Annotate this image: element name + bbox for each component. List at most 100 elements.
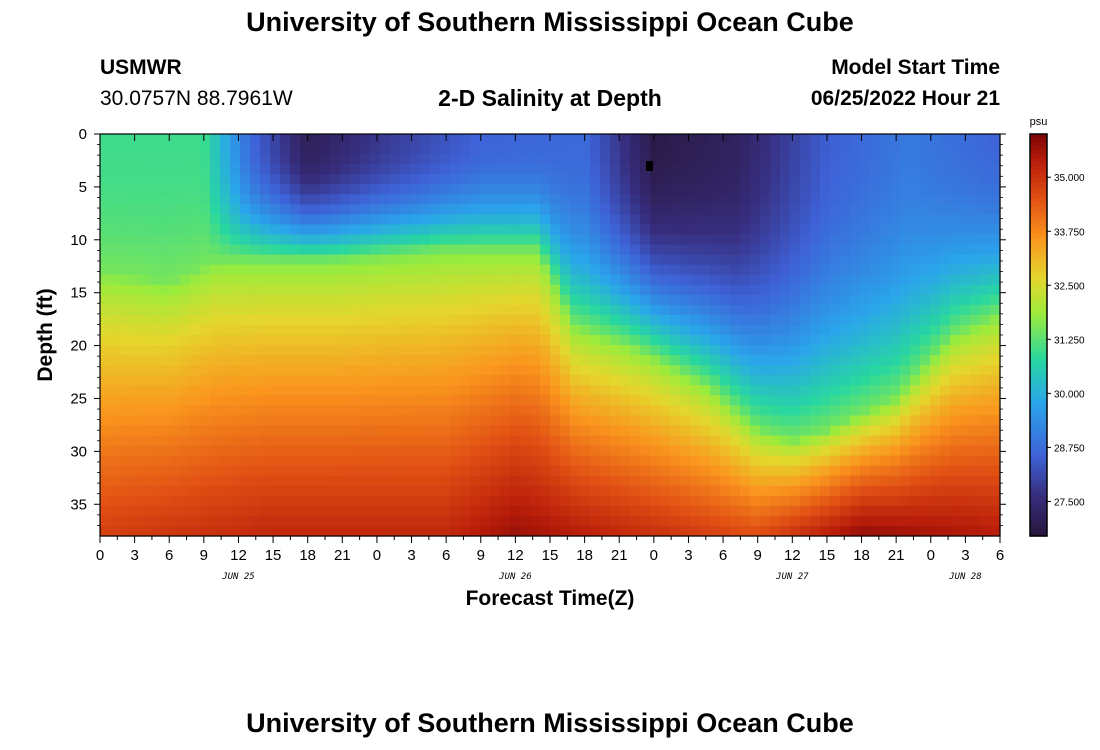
heatmap-cell xyxy=(740,154,751,165)
heatmap-cell xyxy=(630,455,641,467)
heatmap-cell xyxy=(390,515,401,527)
heatmap-cell xyxy=(460,395,471,406)
heatmap-cell xyxy=(180,204,191,215)
heatmap-cell xyxy=(590,314,601,326)
heatmap-cell xyxy=(600,184,611,195)
heatmap-cell xyxy=(550,335,561,346)
heatmap-cell xyxy=(510,184,521,195)
heatmap-cell xyxy=(500,164,511,175)
colorbar-swatch xyxy=(1030,375,1047,380)
heatmap-cell xyxy=(600,304,611,316)
heatmap-cell xyxy=(220,455,231,467)
heatmap-cell xyxy=(830,485,841,497)
colorbar-swatch xyxy=(1030,226,1047,232)
heatmap-cell xyxy=(420,304,431,316)
heatmap-cell xyxy=(530,324,541,336)
heatmap-cell xyxy=(370,134,381,145)
heatmap-cell xyxy=(300,314,311,326)
heatmap-cell xyxy=(530,234,541,246)
heatmap-cell xyxy=(940,485,951,497)
heatmap-cell xyxy=(230,284,241,296)
heatmap-cell xyxy=(720,314,731,326)
heatmap-cell xyxy=(460,174,471,185)
heatmap-cell xyxy=(880,314,891,326)
heatmap-cell xyxy=(350,385,361,396)
heatmap-cell xyxy=(690,345,701,356)
heatmap-cell xyxy=(180,244,191,256)
heatmap-cell xyxy=(600,335,611,346)
heatmap-cell xyxy=(150,184,161,195)
heatmap-cell xyxy=(220,274,231,286)
heatmap-cell xyxy=(230,395,241,406)
heatmap-cell xyxy=(990,214,1001,226)
heatmap-cell xyxy=(390,355,401,366)
heatmap-cell xyxy=(760,314,771,326)
heatmap-cell xyxy=(510,455,521,467)
heatmap-cell xyxy=(350,284,361,296)
heatmap-cell xyxy=(290,375,301,386)
heatmap-cell xyxy=(950,324,961,336)
heatmap-cell xyxy=(220,134,231,145)
heatmap-cell xyxy=(200,415,211,427)
heatmap-cell xyxy=(610,224,621,236)
heatmap-cell xyxy=(190,314,201,326)
heatmap-cell xyxy=(160,465,171,477)
heatmap-cell xyxy=(410,445,421,457)
heatmap-cell xyxy=(220,395,231,406)
heatmap-cell xyxy=(320,385,331,396)
colorbar-swatch xyxy=(1030,322,1047,328)
heatmap-cell xyxy=(970,214,981,226)
heatmap-cell xyxy=(560,445,571,457)
heatmap-cell xyxy=(430,264,441,276)
heatmap-cell xyxy=(800,184,811,195)
heatmap-cell xyxy=(410,164,421,175)
heatmap-cell xyxy=(690,435,701,447)
heatmap-cell xyxy=(800,355,811,366)
heatmap-cell xyxy=(380,294,391,306)
heatmap-cell xyxy=(200,355,211,366)
heatmap-cell xyxy=(540,385,551,396)
heatmap-cell xyxy=(270,264,281,276)
heatmap-cell xyxy=(580,184,591,195)
heatmap-cell xyxy=(960,495,971,507)
heatmap-cell xyxy=(720,214,731,226)
heatmap-cell xyxy=(150,525,161,537)
heatmap-cell xyxy=(260,475,271,487)
heatmap-cell xyxy=(310,465,321,477)
heatmap-cell xyxy=(440,194,451,205)
heatmap-cell xyxy=(380,475,391,487)
heatmap-cell xyxy=(330,485,341,497)
heatmap-cell xyxy=(590,254,601,266)
heatmap-cell xyxy=(740,204,751,215)
heatmap-cell xyxy=(460,264,471,276)
heatmap-cell xyxy=(800,174,811,185)
heatmap-cell xyxy=(610,304,621,316)
heatmap-cell xyxy=(250,525,261,537)
heatmap-cell xyxy=(910,345,921,356)
heatmap-cell xyxy=(500,485,511,497)
heatmap-cell xyxy=(570,214,581,226)
heatmap-cell xyxy=(160,214,171,226)
heatmap-cell xyxy=(960,314,971,326)
heatmap-cell xyxy=(210,324,221,336)
heatmap-cell xyxy=(660,154,671,165)
heatmap-cell xyxy=(970,345,981,356)
heatmap-cell xyxy=(190,425,201,437)
heatmap-cell xyxy=(930,465,941,477)
heatmap-cell xyxy=(110,355,121,366)
heatmap-cell xyxy=(140,425,151,437)
heatmap-cell xyxy=(250,465,261,477)
heatmap-cell xyxy=(630,274,641,286)
colorbar-swatch xyxy=(1030,326,1047,332)
heatmap-cell xyxy=(340,395,351,406)
heatmap-cell xyxy=(820,415,831,427)
heatmap-cell xyxy=(570,164,581,175)
heatmap-cell xyxy=(660,435,671,447)
heatmap-cell xyxy=(900,505,911,517)
heatmap-cell xyxy=(680,485,691,497)
heatmap-cell xyxy=(810,435,821,447)
heatmap-cell xyxy=(610,485,621,497)
heatmap-cell xyxy=(920,154,931,165)
heatmap-cell xyxy=(700,194,711,205)
heatmap-cell xyxy=(550,345,561,356)
